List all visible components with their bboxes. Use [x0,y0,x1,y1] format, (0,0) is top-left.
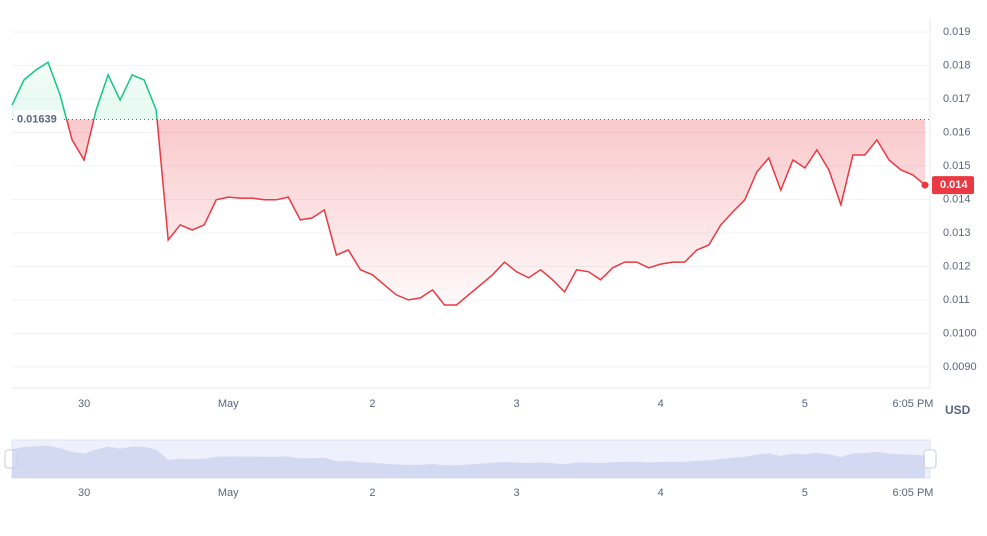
area-down [66,119,925,305]
navigator-label: 6:05 PM [893,487,934,499]
y-axis-label: USD [945,403,971,417]
y-tick-label: 0.013 [943,227,971,239]
y-tick-label: 0.0090 [943,361,977,373]
price-tag [932,176,974,195]
x-tick-label: 5 [802,398,808,410]
navigator-area [12,445,925,478]
y-tick-label: 0.019 [943,26,971,38]
y-tick-label: 0.015 [943,160,971,172]
y-tick-label: 0.018 [943,59,971,71]
x-tick-label: 3 [513,398,519,410]
y-tick-label: 0.017 [943,93,971,105]
last-point [921,181,929,189]
y-tick-label: 0.014 [943,193,971,205]
price-line-down [65,119,926,306]
navigator-handle[interactable] [923,449,937,469]
y-tick-label: 0.0100 [943,327,977,339]
baseline-label-bg [14,110,62,128]
price-tag-label: 0.014 [940,179,968,191]
x-tick-label: May [218,398,239,410]
navigator-label: 3 [513,487,519,499]
x-tick-label: 4 [658,398,664,410]
x-tick-label: 2 [369,398,375,410]
y-tick-label: 0.012 [943,260,971,272]
x-tick-label: 6:05 PM [893,398,934,410]
y-tick-label: 0.011 [943,294,970,306]
x-tick-label: 30 [78,398,90,410]
navigator-label: May [218,487,239,499]
navigator-label: 2 [369,487,375,499]
y-tick-label: 0.016 [943,126,971,138]
navigator-label: 30 [78,487,90,499]
baseline-label: 0.01639 [17,113,57,125]
navigator-label: 4 [658,487,664,499]
navigator-label: 5 [802,487,808,499]
area-up [12,62,925,120]
